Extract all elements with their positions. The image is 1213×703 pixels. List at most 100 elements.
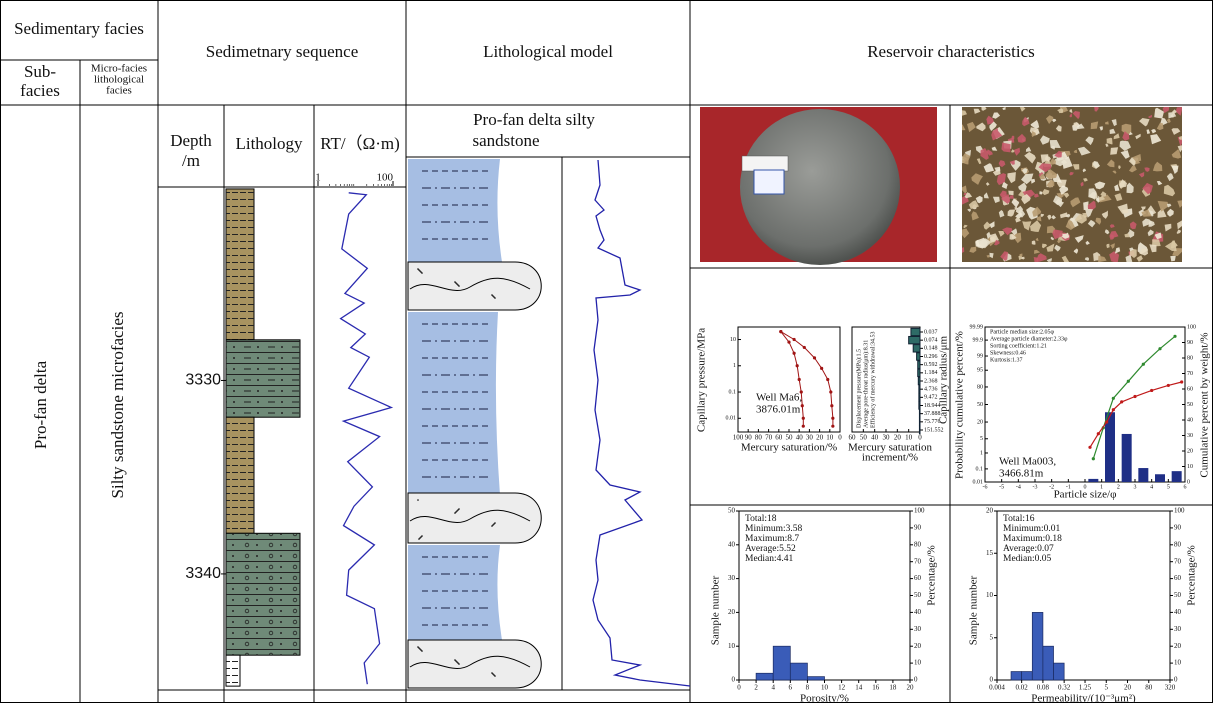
y-axis-label: Probability cumulative percent/%: [954, 331, 966, 479]
x-axis-label: increment/%: [862, 452, 918, 464]
x-axis-label: Particle size/φ: [1054, 489, 1117, 501]
y2-tick-label: 30: [914, 625, 922, 633]
photos: [700, 107, 1182, 265]
x-tick-label: 0.02: [1016, 684, 1029, 692]
grain-bar: [1172, 471, 1182, 482]
histogram-bar: [1011, 672, 1022, 680]
header: Sedimentary facies: [14, 19, 144, 38]
x-tick-label: 18: [889, 684, 897, 692]
table-rules: [0, 0, 1213, 703]
histogram-bar: [773, 646, 790, 680]
grain-bar: [1122, 434, 1132, 482]
x-tick-label: 50: [860, 434, 868, 442]
sand-lens: [408, 262, 541, 310]
sand-lens: [408, 640, 541, 688]
sample-tag: [742, 156, 788, 171]
y2-tick-label: 40: [1174, 608, 1182, 616]
y2-tick-label: 90: [1174, 524, 1182, 532]
y2-axis-label: Cumulative percent by weight/%: [1199, 332, 1211, 477]
y2-tick-label: 50: [1174, 591, 1182, 599]
y2-tick-label: 80: [1174, 540, 1182, 548]
radius-label: 1.184: [924, 370, 938, 376]
y2-tick-label: 40: [1187, 417, 1193, 423]
y-tick-label: 0.01: [726, 416, 737, 422]
lens-dot: [494, 522, 496, 524]
depth-label: 3340: [185, 565, 221, 582]
capillary-point: [813, 356, 816, 359]
increment-bar: [919, 402, 920, 409]
x-tick-label: 80: [1145, 684, 1153, 692]
capillary-point: [803, 346, 806, 349]
x-tick-label: 1.25: [1079, 684, 1092, 692]
x-tick-label: 100: [733, 434, 744, 442]
lens-dot: [494, 675, 496, 677]
x-tick-label: 20: [907, 684, 915, 692]
capillary-point: [793, 338, 796, 341]
grain-point: [1142, 363, 1145, 366]
y-tick-label: 0: [732, 676, 736, 684]
grain-point: [1133, 395, 1136, 398]
increment-bar: [918, 361, 920, 368]
grain-bar: [1138, 468, 1148, 482]
x-tick-label: 20: [1124, 684, 1132, 692]
note: Average pore-throat radius(μm):8.31: [862, 340, 869, 428]
increment-bar: [909, 336, 920, 343]
increment-bar: [919, 394, 920, 401]
y2-tick-label: 100: [1187, 324, 1196, 330]
grain-point: [1150, 389, 1153, 392]
grain-curve: [1090, 382, 1182, 447]
header: Reservoir characteristics: [867, 42, 1035, 61]
x-tick-label: 20: [816, 434, 824, 442]
note: Displacement pressure(MPa):1.5: [855, 349, 862, 428]
lithology-pattern: [226, 189, 254, 340]
capillary-point: [831, 417, 834, 420]
stat: Total:16: [1003, 514, 1035, 524]
radius-label: 2.368: [924, 378, 938, 384]
grain: [1008, 191, 1013, 196]
x-tick-label: 90: [745, 434, 753, 442]
x-tick-label: 14: [855, 684, 863, 692]
x-tick-label: 60: [775, 434, 783, 442]
y2-tick-label: 100: [914, 507, 925, 515]
x-tick-label: 3: [1134, 484, 1137, 490]
histogram-bar: [756, 673, 773, 680]
x-tick-label: 5: [1105, 684, 1109, 692]
y2-axis-label: Percentage/%: [1186, 545, 1198, 605]
lens-dot: [458, 285, 460, 287]
column-header: Lithology: [235, 134, 303, 153]
radius-label: 0.148: [924, 346, 938, 352]
model-title: sandstone: [472, 131, 539, 150]
y-tick-label: 20: [977, 419, 983, 425]
shale: [408, 159, 502, 262]
stat: Total:18: [745, 514, 777, 524]
y-axis-label: Sample number: [710, 575, 722, 645]
y2-axis-label: Percentage/%: [926, 545, 938, 605]
y2-tick-label: 70: [1187, 371, 1193, 377]
y-tick-label: 40: [728, 540, 736, 548]
increment-bar: [919, 418, 920, 425]
grain: [1034, 257, 1039, 262]
stat: Maximum:8.7: [745, 534, 799, 544]
y-tick-label: 5: [980, 436, 983, 442]
y2-tick-label: 0: [1174, 676, 1178, 684]
capillary-point: [831, 425, 834, 428]
radius-label: 0.592: [924, 362, 938, 368]
x-tick-label: 6: [789, 684, 793, 692]
lithology-pattern: [226, 417, 254, 533]
capillary-point: [802, 425, 805, 428]
stat: Minimum:3.58: [745, 524, 803, 534]
grain: [1106, 244, 1109, 248]
lens-dot: [458, 663, 460, 665]
stat: Median:4.41: [745, 554, 794, 564]
grain-point: [1112, 397, 1115, 400]
radius-axis-label: Capillary radius/μm: [938, 336, 950, 425]
capillary-point: [796, 364, 799, 367]
x-tick-label: 60: [849, 434, 857, 442]
x-axis-label: Porosity/%: [800, 693, 849, 703]
y-tick-label: 10: [728, 642, 736, 650]
radius-label: 4.736: [924, 387, 938, 393]
x-tick-label: 70: [765, 434, 773, 442]
x-tick-label: -4: [1016, 484, 1021, 490]
shale: [408, 312, 500, 495]
x-tick-label: 2: [1117, 484, 1120, 490]
